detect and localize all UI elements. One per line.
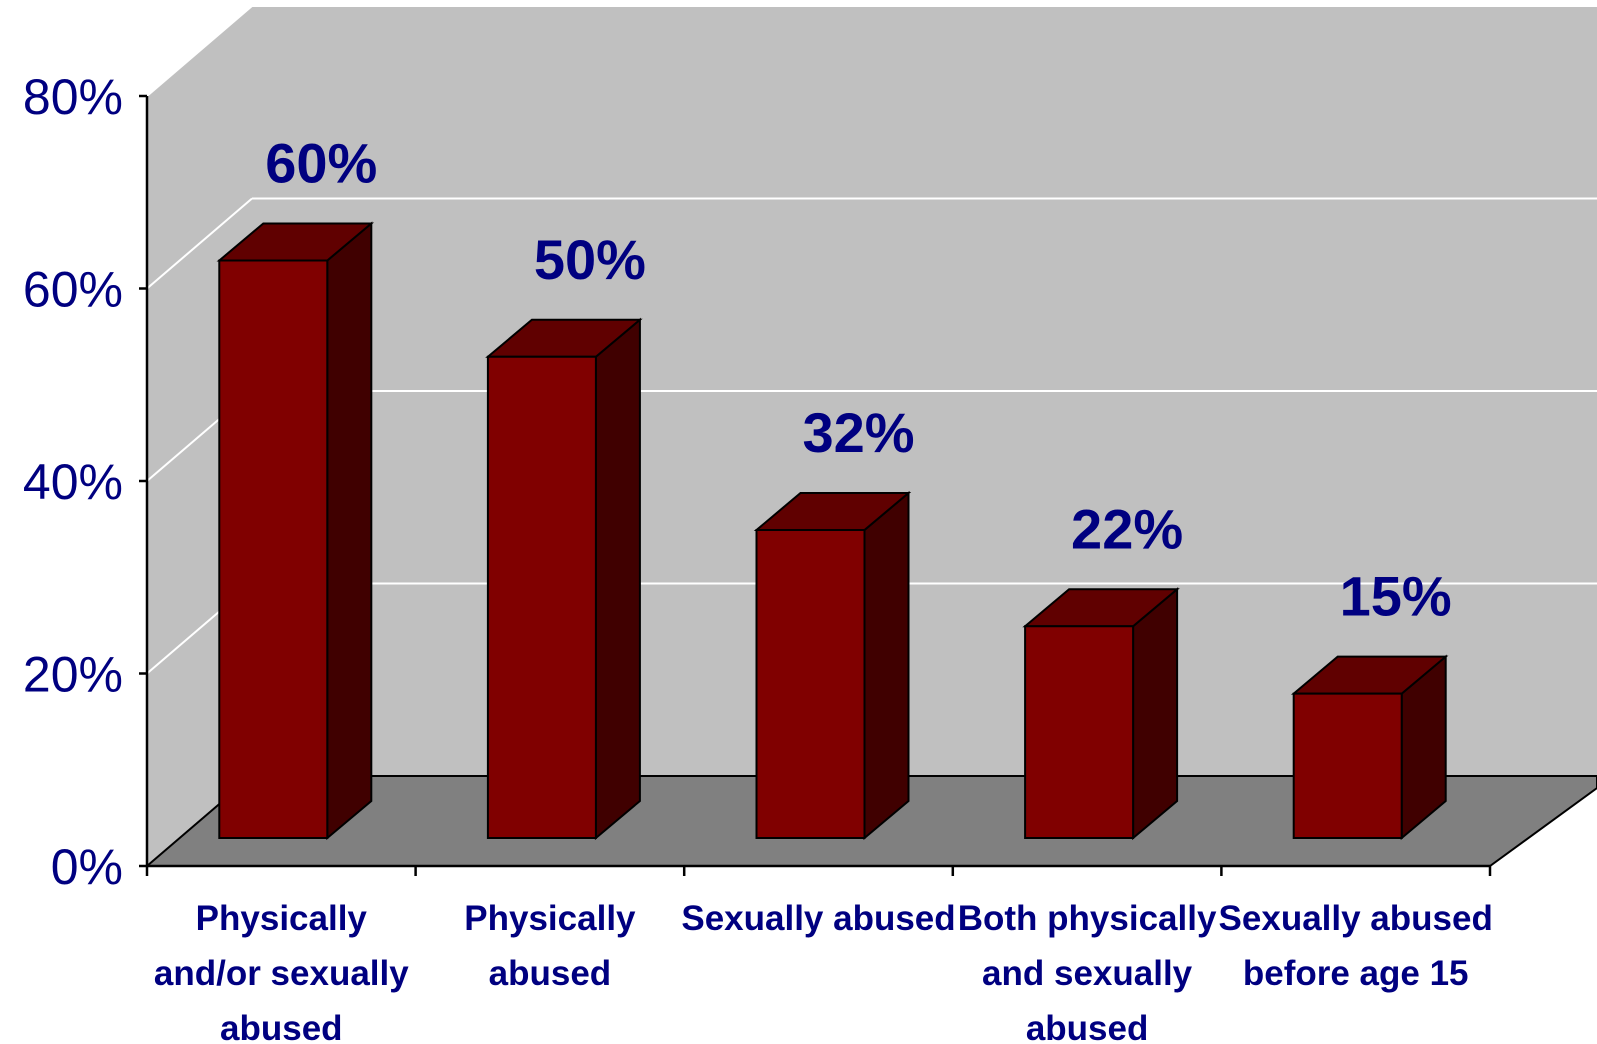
y-tick-label: 60% [23,262,123,318]
bars [216,221,1449,841]
bar-side [1132,587,1179,841]
data-label: 22% [1071,497,1183,560]
bar [755,529,866,839]
category-label: abused [1026,1009,1149,1044]
data-label: 15% [1340,565,1452,628]
category-label: before age 15 [1243,954,1469,993]
category-label: Sexually abused [1219,899,1493,938]
category-label: Physically [196,899,368,938]
bar [1024,625,1135,839]
y-tick-label: 80% [23,69,123,125]
gridline-side [146,197,253,290]
gridline-side [146,5,253,97]
category-label: and sexually [982,954,1193,993]
bar-side [863,490,910,841]
y-tick-labels: 0% 20% 40% 60% 80% [23,69,123,895]
category-label: Physically [464,899,636,938]
data-label: 60% [265,132,377,195]
bar [218,259,329,839]
bar-side [594,317,641,841]
category-label: and/or sexually [154,954,409,993]
category-label: abused [220,1009,343,1044]
y-tick-label: 20% [23,647,123,703]
category-labels: Physically and/or sexually abused Physicall… [154,899,1493,1044]
bar [486,355,597,839]
gridlines [146,5,1597,675]
category-label: abused [489,954,612,993]
data-labels: 60% 50% 32% 22% 15% [265,132,1451,628]
data-label: 32% [802,401,914,464]
bar [1292,692,1403,839]
category-label: Both physically [958,899,1217,938]
y-tick-label: 40% [23,454,123,510]
bar-side [326,221,373,841]
y-tick-label: 0% [51,839,123,895]
axes [139,94,1492,876]
category-label: Sexually abused [681,899,955,938]
data-label: 50% [534,228,646,291]
